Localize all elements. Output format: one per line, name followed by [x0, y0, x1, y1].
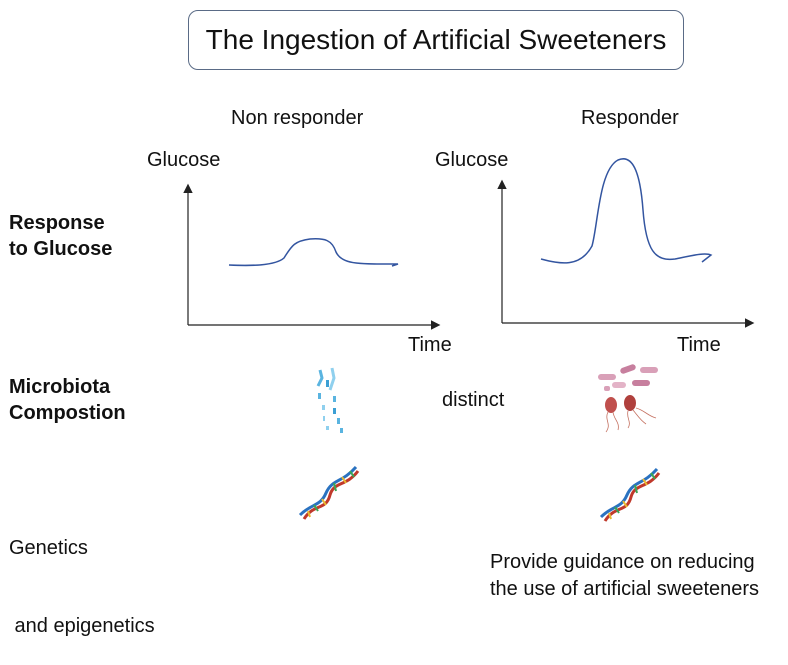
title-box: The Ingestion of Artificial Sweeteners — [188, 10, 684, 70]
right-x-axis-label: Time — [677, 334, 721, 356]
responder-glucose-curve — [540, 158, 713, 264]
right-axes — [497, 179, 755, 328]
column-header-responder: Responder — [581, 107, 679, 129]
column-header-non-responder: Non responder — [231, 107, 364, 129]
guidance-text: Provide guidance on reducing the use of … — [490, 551, 760, 600]
distinct-label: distinct — [442, 389, 505, 411]
diagram-title: The Ingestion of Artificial Sweeteners — [205, 24, 667, 55]
left-y-axis-label: Glucose — [147, 149, 221, 171]
non-responder-glucose-curve — [228, 238, 399, 267]
left-axes — [183, 183, 441, 330]
diagram-graphics — [183, 158, 755, 522]
dna-icon-non-responder — [298, 465, 360, 520]
responder-microbiota-icon — [598, 364, 658, 433]
row-label-response: Response to Glucose — [9, 212, 113, 260]
left-x-axis-label: Time — [408, 334, 452, 356]
right-y-axis-label: Glucose — [435, 149, 509, 171]
row-label-microbiota: Microbiota Compostion — [9, 376, 126, 424]
non-responder-microbiota-icon — [316, 367, 343, 433]
dna-icon-responder — [599, 467, 661, 522]
